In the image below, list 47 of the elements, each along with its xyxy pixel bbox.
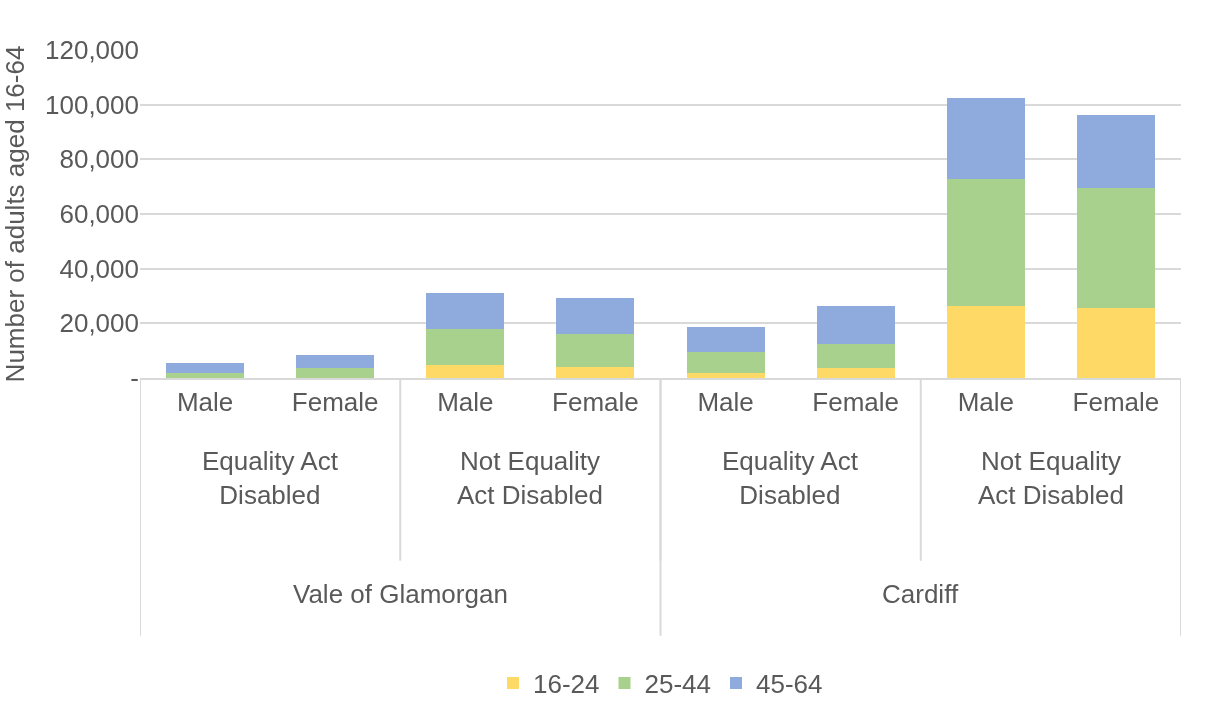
bar bbox=[296, 355, 375, 369]
x-tick-label: Male bbox=[957, 387, 1014, 418]
y-tick-label: 40,000 bbox=[59, 253, 139, 284]
legend-label: 45-64 bbox=[756, 669, 823, 700]
bar bbox=[556, 297, 635, 335]
bar bbox=[296, 368, 375, 378]
legend-label: 16-24 bbox=[533, 669, 600, 700]
text: Cardiff bbox=[882, 579, 959, 609]
text: Not Equality Act Disabled bbox=[457, 446, 603, 510]
text: Not Equality Act Disabled bbox=[978, 446, 1124, 510]
bar bbox=[686, 327, 765, 353]
bar bbox=[816, 306, 895, 344]
text: Vale of Glamorgan bbox=[293, 579, 508, 609]
x-tick-label: Male bbox=[437, 387, 494, 418]
bar bbox=[686, 373, 765, 378]
legend-label: 25-44 bbox=[644, 669, 711, 700]
bar bbox=[946, 179, 1025, 307]
x-tick-label: Female bbox=[812, 387, 900, 418]
bar bbox=[166, 363, 245, 373]
bar bbox=[1076, 308, 1155, 378]
y-tick-label: 100,000 bbox=[45, 89, 139, 120]
text: Equality Act Disabled bbox=[202, 446, 339, 510]
x-tick-label: Female bbox=[552, 387, 639, 418]
x-tick-label: Female bbox=[291, 387, 379, 418]
y-tick-label: 120,000 bbox=[45, 35, 139, 66]
y-tick-label: 80,000 bbox=[59, 144, 139, 175]
bar bbox=[946, 306, 1025, 378]
bar bbox=[556, 366, 635, 378]
bar bbox=[556, 334, 635, 367]
bar bbox=[1076, 188, 1155, 309]
bar bbox=[686, 352, 765, 374]
y-tick-label: 20,000 bbox=[59, 308, 139, 339]
bar bbox=[426, 292, 505, 330]
x-tick-label: Male bbox=[697, 387, 754, 418]
y-axis-title: Number of adults aged 16-64 bbox=[0, 45, 30, 383]
bar bbox=[816, 343, 895, 368]
bar bbox=[946, 98, 1025, 180]
x-tick-label: Male bbox=[176, 387, 234, 418]
bar bbox=[426, 364, 505, 378]
bar bbox=[1076, 115, 1155, 189]
y-tick-label: 60,000 bbox=[59, 199, 139, 230]
bar bbox=[426, 329, 505, 365]
text: Equality Act Disabled bbox=[722, 446, 859, 510]
bar bbox=[816, 367, 895, 378]
x-tick-label: Female bbox=[1072, 387, 1160, 418]
bar bbox=[166, 372, 245, 378]
y-tick-label: - bbox=[130, 363, 139, 394]
